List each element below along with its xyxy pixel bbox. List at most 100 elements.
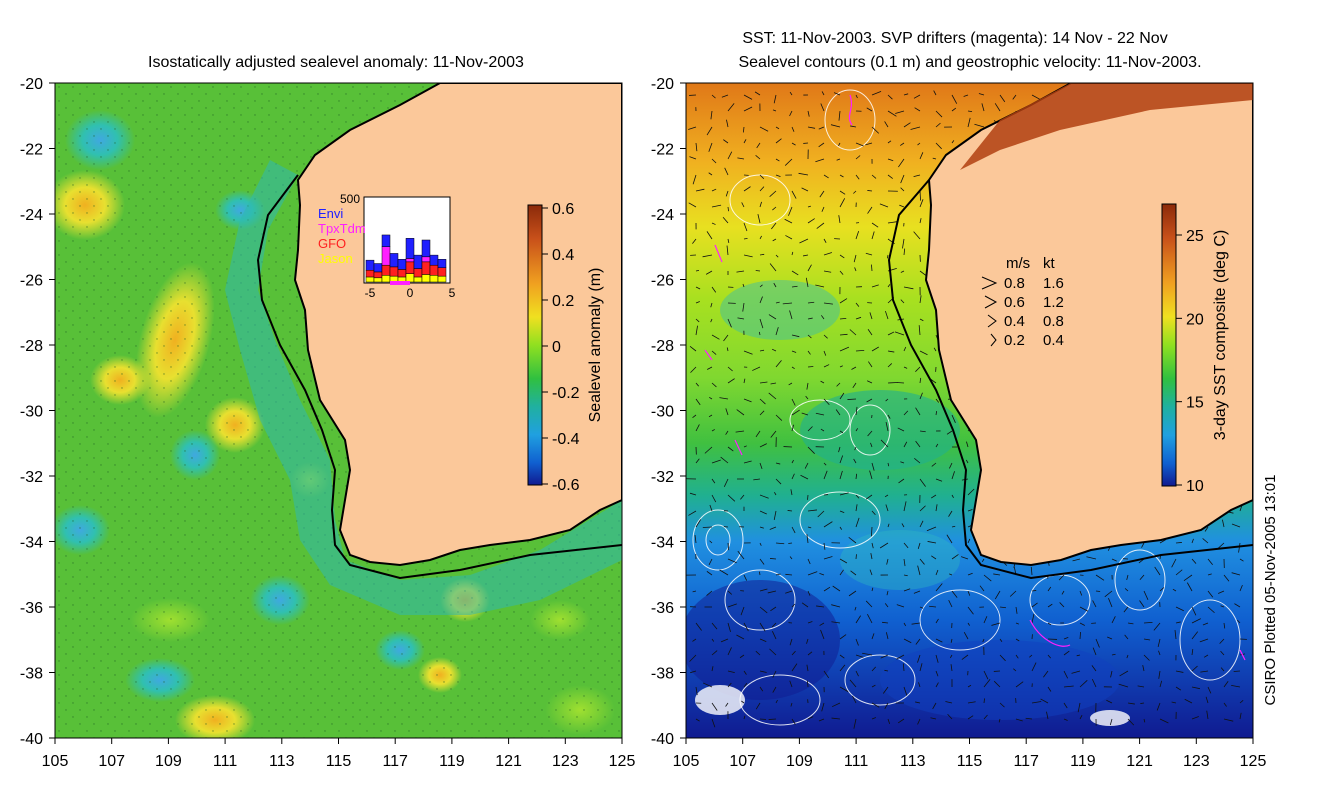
velocity-arrow xyxy=(722,216,729,224)
velocity-arrow xyxy=(769,558,777,560)
velocity-arrow xyxy=(935,654,939,663)
velocity-arrow xyxy=(870,442,873,448)
velocity-arrow xyxy=(913,94,921,99)
velocity-arrow xyxy=(979,585,985,592)
velocity-arrow xyxy=(919,606,924,609)
velocity-arrow xyxy=(1159,587,1165,592)
velocity-arrow xyxy=(773,282,777,288)
velocity-arrow xyxy=(807,509,818,512)
velocity-arrow xyxy=(1091,665,1097,672)
velocity-arrow xyxy=(1031,590,1037,592)
velocity-arrow xyxy=(800,474,809,480)
velocity-arrow xyxy=(791,142,796,146)
velocity-arrow xyxy=(688,126,697,130)
velocity-legend-ms: 0.8 xyxy=(1004,275,1025,292)
velocity-arrow xyxy=(690,670,697,674)
velocity-arrow xyxy=(919,152,924,160)
velocity-arrow xyxy=(855,302,860,307)
velocity-arrow xyxy=(789,110,793,117)
velocity-arrow xyxy=(896,654,905,660)
velocity-arrow xyxy=(1207,686,1212,694)
velocity-arrow xyxy=(900,270,905,273)
left-ytick-label: -38 xyxy=(20,666,43,683)
velocity-arrow xyxy=(821,702,825,712)
velocity-arrow xyxy=(818,142,825,148)
velocity-arrow xyxy=(727,558,737,564)
velocity-arrow xyxy=(839,270,844,275)
velocity-arrow xyxy=(791,270,799,276)
velocity-arrow xyxy=(725,408,729,416)
velocity-arrow xyxy=(1104,590,1113,598)
velocity-arrow xyxy=(743,378,746,384)
velocity-arrow xyxy=(974,123,985,128)
right-ytick-label: -28 xyxy=(651,338,674,355)
velocity-arrow xyxy=(1159,539,1166,544)
velocity-arrow xyxy=(927,541,937,544)
velocity-arrow xyxy=(711,622,718,630)
velocity-arrow xyxy=(1025,717,1033,720)
velocity-arrow xyxy=(759,558,765,565)
velocity-arrow xyxy=(945,701,953,704)
velocity-arrow xyxy=(948,599,953,608)
velocity-arrow xyxy=(791,285,798,288)
velocity-arrow xyxy=(871,462,875,471)
inset-max-label: 500 xyxy=(340,192,360,206)
velocity-arrow xyxy=(727,494,736,502)
inset-bar-envi xyxy=(405,238,415,259)
velocity-arrow xyxy=(898,478,905,484)
velocity-arrow xyxy=(983,574,992,582)
velocity-arrow xyxy=(850,125,857,128)
right-colorbar-tick-label: 25 xyxy=(1186,228,1204,245)
velocity-arrow xyxy=(758,331,761,336)
velocity-arrow xyxy=(695,142,698,152)
velocity-arrow xyxy=(1079,714,1083,720)
velocity-arrow xyxy=(1031,94,1041,100)
velocity-arrow xyxy=(823,556,833,560)
velocity-arrow xyxy=(839,318,847,320)
velocity-arrow xyxy=(725,702,729,707)
velocity-arrow xyxy=(807,526,812,529)
velocity-arrow xyxy=(807,558,811,565)
velocity-arrow xyxy=(1063,670,1069,679)
velocity-arrow xyxy=(807,264,812,272)
velocity-arrow xyxy=(978,93,985,96)
velocity-arrow xyxy=(831,717,841,720)
velocity-arrow xyxy=(773,510,777,521)
velocity-arrow xyxy=(839,510,845,514)
velocity-arrow xyxy=(1143,718,1146,723)
velocity-arrow xyxy=(855,517,860,528)
velocity-arrow xyxy=(743,106,753,112)
velocity-arrow xyxy=(1236,619,1241,624)
velocity-arrow xyxy=(885,422,889,432)
velocity-arrow xyxy=(1127,718,1135,726)
velocity-arrow xyxy=(743,94,753,100)
velocity-arrow xyxy=(933,90,937,96)
velocity-arrow xyxy=(742,302,745,312)
velocity-arrow xyxy=(1191,618,1201,624)
velocity-arrow xyxy=(853,718,857,729)
velocity-arrow xyxy=(743,682,748,688)
velocity-arrow xyxy=(887,284,891,288)
velocity-arrow xyxy=(823,542,826,550)
velocity-arrow xyxy=(818,126,825,130)
velocity-arrow xyxy=(919,350,928,356)
velocity-arrow xyxy=(1191,538,1194,544)
velocity-arrow xyxy=(743,622,749,632)
velocity-arrow xyxy=(784,158,793,166)
velocity-arrow xyxy=(849,679,857,688)
velocity-arrow xyxy=(871,222,879,228)
velocity-arrow xyxy=(935,638,943,643)
inset-xtick-2: 5 xyxy=(449,286,456,300)
right-colorbar: 25 20 15 10 3-day SST composite (deg C) xyxy=(1161,203,1229,495)
velocity-arrow xyxy=(1140,702,1145,704)
velocity-arrow xyxy=(967,509,973,512)
velocity-arrow xyxy=(1186,582,1193,592)
velocity-arrow xyxy=(772,109,777,112)
inset-bar-envi xyxy=(397,259,407,270)
velocity-arrow xyxy=(807,426,813,432)
velocity-arrow xyxy=(855,670,859,677)
velocity-arrow xyxy=(967,110,973,113)
left-colorbar-tick-label: 0.6 xyxy=(552,201,574,218)
velocity-arrow xyxy=(758,571,761,576)
velocity-arrow xyxy=(852,382,857,389)
